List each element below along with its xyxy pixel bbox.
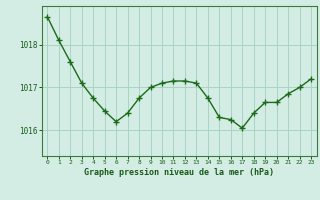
X-axis label: Graphe pression niveau de la mer (hPa): Graphe pression niveau de la mer (hPa) bbox=[84, 168, 274, 177]
